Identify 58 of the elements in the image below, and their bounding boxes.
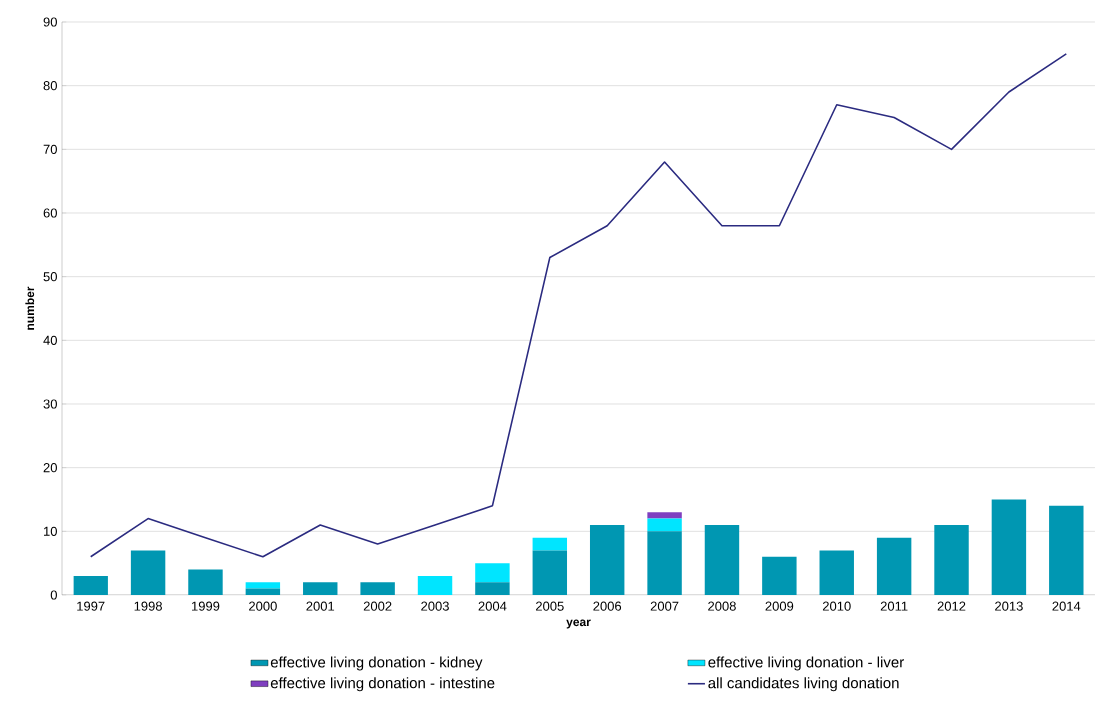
x-tick-label: 2003 [421,601,449,611]
bar [475,563,510,583]
y-tick-label: 30 [43,399,57,409]
bar [532,537,568,551]
bar [934,524,969,595]
legend-label: effective living donation - liver [708,656,904,671]
x-tick-label: 2000 [249,601,277,611]
bar [303,582,338,595]
legend-label: effective living donation - intestine [270,677,495,692]
y-axis-title: number [25,286,35,330]
y-tick-label: 20 [43,463,57,473]
line-series [89,53,1068,558]
x-tick-label: 2009 [765,601,794,611]
y-tick-label: 50 [43,272,57,282]
x-tick-label: 2012 [937,601,966,611]
bar [819,550,854,595]
x-tick-label: 2002 [363,601,392,611]
x-tick-label: 1997 [77,601,105,611]
bar [589,524,625,595]
x-axis-title: year [566,619,591,629]
bar [876,537,912,595]
bar [188,569,223,595]
bar [991,499,1027,595]
bar [245,582,281,589]
x-tick-label: 2010 [822,601,851,611]
bar [762,556,797,595]
bar [245,588,281,595]
x-tick-label: 1998 [134,601,162,611]
y-tick-label: 60 [43,208,57,218]
bar [647,531,682,595]
bar [704,524,740,595]
x-tick-label: 2008 [708,601,736,611]
x-tick-label: 2004 [478,601,507,611]
bar [532,550,568,595]
x-tick-label: 2011 [880,601,908,611]
x-tick-label: 2006 [593,601,622,611]
bar [417,575,453,595]
y-tick-label: 90 [43,17,57,27]
y-tick-label: 40 [43,335,57,345]
bar [360,582,395,595]
legend-label: effective living donation - kidney [270,656,483,671]
x-tick-label: 2007 [650,601,679,611]
x-tick-label: 2013 [995,601,1023,611]
x-tick-label: 2005 [536,601,564,611]
y-tick-label: 70 [43,144,57,154]
bar [130,550,166,595]
y-tick-label: 0 [50,590,57,600]
bar [73,575,108,595]
bar [647,512,682,519]
legend-label: all candidates living donation [708,677,899,692]
bar [647,518,682,532]
bar [475,582,510,595]
y-tick-label: 80 [43,81,57,91]
y-tick-label: 10 [44,526,57,536]
x-tick-label: 2014 [1052,601,1081,611]
x-tick-label: 2001 [306,601,335,611]
x-tick-label: 1999 [192,601,220,611]
bar [1049,505,1084,595]
